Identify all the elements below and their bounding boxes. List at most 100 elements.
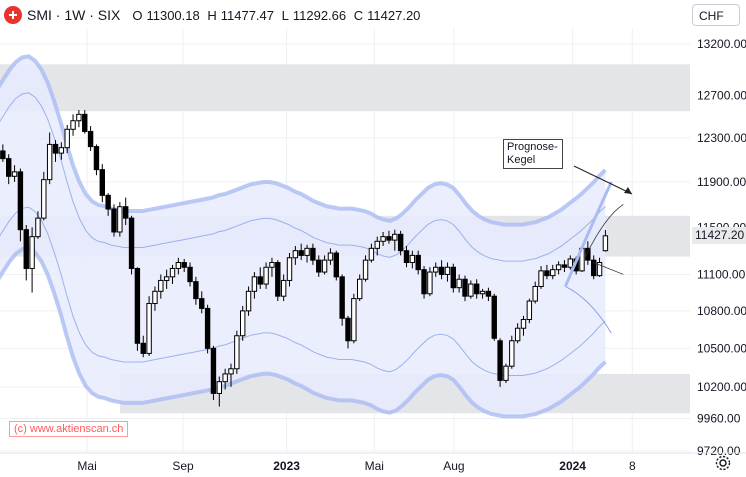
candle-body <box>140 342 146 354</box>
candle <box>538 266 544 289</box>
candle <box>41 171 47 221</box>
candle-body <box>35 217 41 238</box>
candle <box>275 260 281 302</box>
candle-body <box>222 373 228 383</box>
candle-body <box>321 259 328 273</box>
candle-body <box>555 264 562 271</box>
candle-body <box>316 259 322 273</box>
candle-body <box>491 295 497 339</box>
candlestick-series <box>0 110 609 407</box>
candle-body <box>23 229 29 269</box>
candle-body <box>585 247 591 261</box>
candle <box>234 330 240 374</box>
band-outer-upper <box>0 54 607 227</box>
candle <box>6 154 12 185</box>
candle <box>468 280 474 299</box>
candle-body <box>462 278 468 297</box>
candle <box>596 257 603 277</box>
candle-body <box>532 285 538 302</box>
price-tick-label: 13200.00 <box>697 37 746 51</box>
candle <box>374 236 380 256</box>
candle <box>368 243 375 263</box>
candle <box>23 225 29 281</box>
candle-body <box>357 278 363 300</box>
ohlc-values: O 11300.18 H 11477.47 L 11292.66 C 11427.20 <box>132 7 421 23</box>
candle <box>409 250 416 269</box>
candle-body <box>193 281 199 300</box>
candle-body <box>87 130 94 148</box>
candle-body <box>368 247 375 261</box>
candle-body <box>58 147 65 154</box>
candle-body <box>415 254 421 271</box>
candle-body <box>468 283 474 297</box>
trend-upper <box>585 204 624 257</box>
last-price-label: 11427.20 <box>692 227 746 244</box>
candle <box>485 287 492 302</box>
candle-body <box>210 347 217 394</box>
symbol-label[interactable]: SMI · 1W · SIX <box>27 7 121 23</box>
trend-lower <box>593 262 624 275</box>
candle <box>444 262 451 282</box>
candle-body <box>433 266 439 273</box>
candle-body <box>123 206 129 219</box>
candle-body <box>485 290 492 297</box>
price-tick-label: 9720.00 <box>697 444 741 458</box>
candle-body <box>427 271 433 295</box>
price-tick-label: 9960.00 <box>697 412 741 426</box>
candle <box>421 266 427 299</box>
time-tick-label: Aug <box>443 459 464 473</box>
candle <box>204 304 211 354</box>
candle-body <box>105 194 111 210</box>
candle <box>76 110 82 128</box>
candle-body <box>251 276 258 292</box>
candle <box>17 168 24 242</box>
close-value: 11427.20 <box>367 7 421 23</box>
candle-body <box>181 262 187 268</box>
candle <box>105 193 111 216</box>
swiss-cross-logo <box>4 6 22 24</box>
candle-body <box>438 266 445 275</box>
candle <box>93 144 100 176</box>
candle <box>0 144 6 162</box>
candle-body <box>111 208 117 233</box>
candle <box>438 260 445 280</box>
candle-body <box>187 266 193 283</box>
candle <box>70 114 76 136</box>
candle-body <box>46 143 53 181</box>
candle <box>304 244 310 263</box>
candle-body <box>409 254 416 264</box>
candle-body <box>526 300 533 321</box>
candle <box>520 315 527 336</box>
candle <box>509 335 515 369</box>
candle <box>193 276 199 305</box>
candle-body <box>70 120 76 130</box>
candle-body <box>257 276 263 285</box>
gear-icon[interactable] <box>714 454 732 472</box>
candle-body <box>392 233 398 241</box>
candle-body <box>310 247 316 261</box>
candle <box>474 279 480 299</box>
candle <box>228 363 234 387</box>
candle <box>257 267 263 289</box>
candle <box>128 215 135 275</box>
high-value: 11477.47 <box>220 7 275 23</box>
candle-body <box>52 143 59 154</box>
candle-body <box>29 236 35 269</box>
band-outer-lower <box>0 246 607 419</box>
candle-body <box>403 250 410 264</box>
candle-body <box>204 307 211 349</box>
candle-body <box>163 276 170 281</box>
candle-body <box>128 217 135 269</box>
candle <box>544 264 550 280</box>
candle <box>357 274 363 302</box>
candle-body <box>158 279 164 292</box>
candle <box>123 197 129 226</box>
currency-selector[interactable]: CHF <box>692 4 740 26</box>
time-axis[interactable]: Mai Sep 2023 Mai Aug 2024 8 <box>0 452 746 473</box>
candle-body <box>0 150 6 160</box>
candle-body <box>263 266 269 285</box>
candle <box>245 286 252 316</box>
candle <box>117 202 123 237</box>
time-tick-label: Mai <box>365 459 384 473</box>
